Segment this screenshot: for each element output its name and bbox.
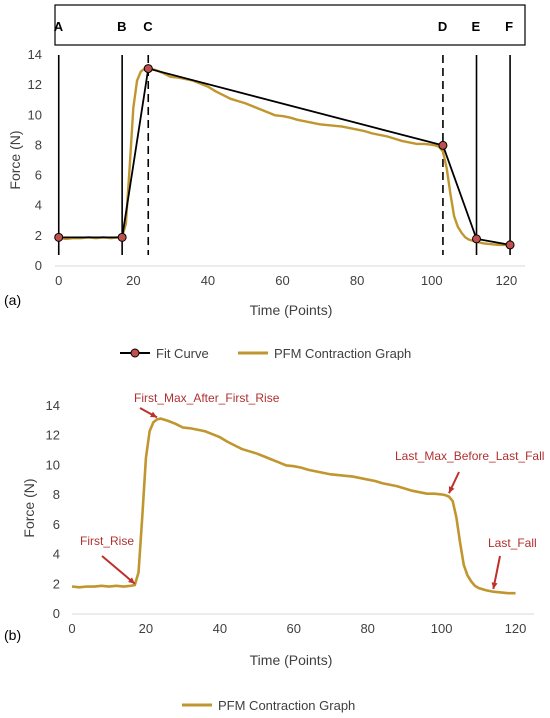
a-segment-label-c: C: [143, 19, 153, 34]
b-x-tick-label: 20: [139, 621, 153, 636]
a-fit-point: [143, 64, 153, 74]
b-series: [71, 417, 516, 595]
b-y-tick-label: 2: [53, 576, 60, 591]
a-legend-fit-marker: [130, 348, 140, 358]
b-y-tick-label: 12: [46, 428, 60, 443]
b-panel-label: (b): [4, 627, 21, 643]
b-legend: PFM Contraction Graph: [182, 698, 355, 713]
a-segment-label-a: A: [54, 19, 64, 34]
b-x-tick-label: 60: [287, 621, 301, 636]
a-x-tick-label: 40: [201, 273, 215, 288]
b-annotation-label: First_Rise: [80, 534, 134, 548]
b-legend-pfm-label: PFM Contraction Graph: [218, 698, 355, 713]
b-annotation-label: Last_Max_Before_Last_Fall: [395, 449, 544, 463]
a-y-tick-label: 14: [28, 47, 42, 62]
b-y-tick-label: 4: [53, 547, 60, 562]
b-x-tick-label: 0: [68, 621, 75, 636]
b-annotation-label: Last_Fall: [488, 536, 537, 550]
b-y-tick-label: 10: [46, 457, 60, 472]
b-x-tick-label: 80: [360, 621, 374, 636]
b-y-axis-label: Force (N): [21, 478, 37, 537]
b-annotation-arrow-head: [128, 577, 135, 584]
a-y-tick-label: 8: [35, 137, 42, 152]
b-x-axis-label: Time (Points): [250, 652, 333, 668]
a-x-tick-label: 60: [275, 273, 289, 288]
b-tick-labels: 0 20 40 60 80 100 120 0 2 4 6 8 10 12 14: [46, 398, 527, 636]
a-x-tick-label: 20: [126, 273, 140, 288]
a-y-tick-label: 4: [35, 198, 42, 213]
a-fit-point: [472, 234, 482, 244]
a-segment-label-b: B: [117, 19, 126, 34]
a-y-tick-label: 12: [28, 77, 42, 92]
b-series-pfm-line: [71, 417, 516, 595]
a-x-tick-label: 0: [55, 273, 62, 288]
chart-a: A B C D E F 0 20 40 60 80 100 120 0 2 4 6 8 10 12 14 Force …: [4, 4, 526, 360]
a-tick-labels: 0 20 40 60 80 100 120 0 2 4 6 8 10 12 14: [28, 47, 518, 288]
a-legend: Fit Curve PFM Contraction Graph: [120, 346, 411, 360]
b-y-tick-label: 14: [46, 398, 60, 413]
a-series-fit-line: [58, 67, 511, 246]
a-fit-point: [117, 232, 127, 242]
a-segment-label-e: E: [472, 19, 481, 34]
b-annotation-arrow-line: [101, 555, 136, 585]
b-annotation-arrow-head: [448, 486, 455, 494]
b-y-tick-label: 6: [53, 517, 60, 532]
a-y-axis-label: Force (N): [7, 130, 23, 189]
a-y-tick-label: 10: [28, 107, 42, 122]
a-x-tick-label: 100: [421, 273, 443, 288]
b-x-tick-label: 100: [431, 621, 453, 636]
b-annotations: First_Rise First_Max_After_First_Rise Last…: [80, 391, 544, 590]
a-y-tick-label: 6: [35, 168, 42, 183]
a-x-tick-label: 120: [495, 273, 517, 288]
b-y-tick-label: 8: [53, 487, 60, 502]
a-x-tick-label: 80: [350, 273, 364, 288]
b-annotation-arrow-head: [491, 582, 498, 589]
a-legend-fit-label: Fit Curve: [156, 346, 209, 360]
a-fit-point: [54, 232, 64, 242]
b-x-tick-label: 40: [213, 621, 227, 636]
b-y-tick-label: 0: [53, 606, 60, 621]
a-x-axis-label: Time (Points): [250, 302, 333, 318]
a-legend-pfm-label: PFM Contraction Graph: [274, 346, 411, 360]
b-annotation-arrow-head: [150, 411, 158, 418]
a-panel-label: (a): [4, 292, 21, 308]
a-segment-label-f: F: [505, 19, 513, 34]
a-segment-lines: A B C D E F: [54, 4, 526, 255]
a-series-pfm-line: [58, 66, 507, 247]
b-x-tick-label: 120: [505, 621, 527, 636]
a-fit-point: [505, 240, 515, 250]
a-series: [54, 64, 515, 250]
a-y-tick-label: 0: [35, 258, 42, 273]
a-segment-header-box: [54, 4, 526, 46]
a-y-tick-label: 2: [35, 228, 42, 243]
b-annotation-label: First_Max_After_First_Rise: [134, 391, 280, 405]
a-fit-point: [438, 140, 448, 150]
a-segment-label-d: D: [438, 19, 447, 34]
